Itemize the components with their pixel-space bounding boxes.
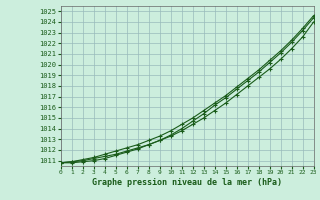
X-axis label: Graphe pression niveau de la mer (hPa): Graphe pression niveau de la mer (hPa) (92, 178, 282, 187)
